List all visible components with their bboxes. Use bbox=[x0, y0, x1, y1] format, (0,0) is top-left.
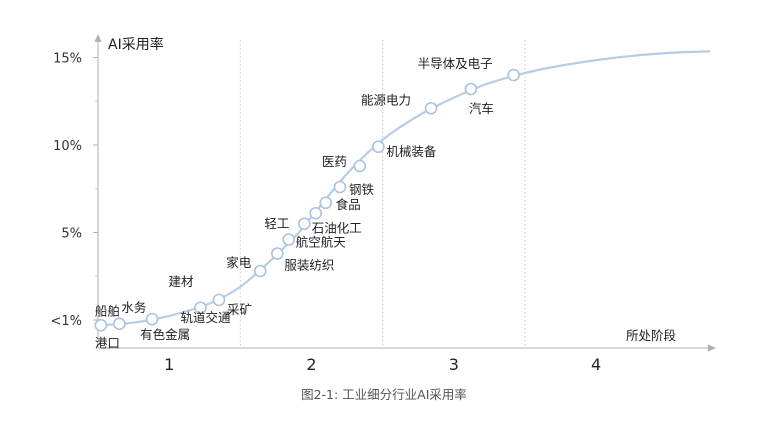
data-point bbox=[282, 233, 296, 246]
point-label: 轻工 bbox=[264, 216, 289, 231]
y-tick-label: <1% bbox=[50, 314, 82, 329]
x-axis-arrow-icon bbox=[708, 344, 716, 352]
data-point bbox=[298, 217, 311, 231]
data-point bbox=[271, 247, 284, 260]
point-label: 家电 bbox=[226, 255, 252, 270]
stage-labels: 1 2 3 4 bbox=[164, 355, 601, 374]
stage-label-2: 2 bbox=[306, 355, 316, 374]
point-label: 机械装备 bbox=[386, 144, 437, 159]
data-point bbox=[319, 196, 333, 210]
point-label: 轨道交通 bbox=[180, 310, 231, 325]
point-label: 船舶 bbox=[95, 303, 120, 318]
data-point bbox=[333, 180, 347, 194]
point-layer bbox=[94, 68, 520, 332]
point-label: 采矿 bbox=[227, 302, 252, 317]
axes: AI采用率 所处阶段 图2-1: 工业细分行业AI采用率 bbox=[94, 34, 716, 402]
y-axis-title: AI采用率 bbox=[108, 36, 164, 53]
data-point bbox=[372, 140, 385, 154]
point-label: 医药 bbox=[322, 154, 347, 169]
data-point bbox=[253, 264, 267, 278]
point-label: 建材 bbox=[168, 274, 193, 289]
y-tick-label: 15% bbox=[53, 52, 82, 67]
stage-label-3: 3 bbox=[449, 355, 459, 374]
data-point bbox=[309, 206, 323, 220]
x-axis-title: 所处阶段 bbox=[626, 328, 676, 343]
stage-label-4: 4 bbox=[591, 355, 601, 374]
data-point bbox=[94, 318, 108, 332]
point-label: 食品 bbox=[336, 197, 361, 212]
point-label: 水务 bbox=[121, 300, 146, 315]
point-label: 石油化工 bbox=[312, 220, 362, 235]
data-point bbox=[212, 293, 226, 307]
data-point bbox=[113, 317, 126, 331]
point-label: 能源电力 bbox=[361, 92, 411, 107]
data-point bbox=[507, 68, 520, 82]
y-ticks: <1% 5% 10% 15% bbox=[50, 52, 98, 329]
y-tick-label: 10% bbox=[53, 139, 82, 154]
stage-separator-lines bbox=[239, 40, 526, 348]
point-label: 有色金属 bbox=[140, 327, 190, 342]
data-point bbox=[424, 101, 438, 115]
data-point bbox=[353, 159, 367, 173]
data-point bbox=[145, 312, 159, 326]
point-label: 港口 bbox=[95, 335, 120, 350]
point-label: 钢铁 bbox=[349, 182, 375, 197]
point-label: 汽车 bbox=[469, 101, 494, 116]
y-axis-arrow-icon bbox=[94, 34, 102, 42]
point-label: 航空航天 bbox=[296, 235, 347, 250]
data-point bbox=[194, 301, 207, 315]
stage-label-1: 1 bbox=[164, 355, 174, 374]
y-tick-label: 5% bbox=[61, 227, 82, 242]
point-label: 服装纺织 bbox=[284, 258, 334, 273]
point-label: 半导体及电子 bbox=[418, 56, 493, 71]
data-point bbox=[464, 82, 478, 96]
figure-caption: 图2-1: 工业细分行业AI采用率 bbox=[301, 387, 467, 402]
